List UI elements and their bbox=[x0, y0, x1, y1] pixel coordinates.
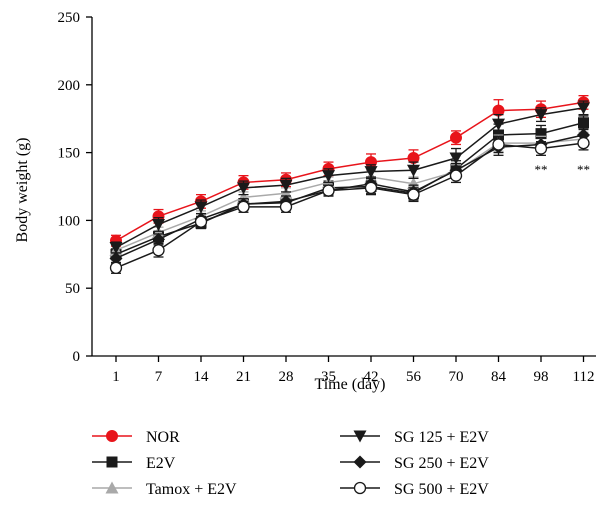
x-tick-label: 70 bbox=[449, 369, 464, 385]
data-point bbox=[578, 117, 589, 129]
legend-item: SG 250 + E2V bbox=[340, 455, 489, 472]
data-point bbox=[194, 215, 208, 228]
series-sg-250-e2v bbox=[109, 127, 590, 265]
y-tick-label: 250 bbox=[58, 10, 81, 26]
x-tick-label: 112 bbox=[573, 369, 595, 385]
x-tick-label: 56 bbox=[406, 369, 422, 385]
legend-marker bbox=[353, 430, 367, 443]
data-point bbox=[450, 131, 462, 144]
data-point bbox=[279, 200, 293, 213]
x-tick-label: 21 bbox=[236, 369, 251, 385]
y-axis-title: Body weight (g) bbox=[14, 138, 31, 243]
x-tick-label: 1 bbox=[112, 369, 120, 385]
data-point bbox=[449, 169, 463, 182]
data-point bbox=[152, 218, 165, 231]
data-point bbox=[492, 118, 505, 131]
series-sg-125-e2v bbox=[109, 100, 590, 255]
legend-item: E2V bbox=[92, 455, 176, 472]
legend: NOR E2V Tamox + E2V SG 125 + E2V SG 250 + E2… bbox=[92, 429, 489, 498]
data-point bbox=[407, 177, 420, 190]
data-point bbox=[109, 242, 123, 255]
axes: 0 50 100 150 200 250 1 7 14 21 28 35 42 56 70 84 98 112 bbox=[58, 10, 596, 385]
legend-label: SG 125 + E2V bbox=[394, 429, 489, 446]
legend-marker bbox=[353, 455, 367, 469]
data-point bbox=[449, 152, 463, 165]
y-tick-label: 50 bbox=[65, 281, 80, 297]
data-point bbox=[577, 102, 590, 115]
data-point bbox=[364, 166, 378, 179]
legend-marker bbox=[106, 456, 118, 468]
data-point bbox=[109, 261, 123, 275]
x-tick-label: 14 bbox=[194, 369, 210, 385]
legend-label: SG 250 + E2V bbox=[394, 455, 489, 472]
x-tick-label: 28 bbox=[279, 369, 294, 385]
data-point bbox=[152, 232, 165, 246]
legend-item: Tamox + E2V bbox=[92, 481, 237, 498]
data-point bbox=[535, 128, 547, 140]
x-tick-label: 84 bbox=[491, 369, 507, 385]
series-line bbox=[115, 107, 584, 249]
data-point bbox=[237, 182, 250, 195]
legend-label: E2V bbox=[146, 455, 176, 472]
x-axis-title: Time (day) bbox=[315, 376, 386, 393]
significance-marker: ** bbox=[535, 162, 548, 177]
data-point bbox=[577, 136, 590, 150]
series-line bbox=[115, 142, 584, 269]
x-tick-label: 35 bbox=[321, 369, 336, 385]
legend-item: SG 125 + E2V bbox=[340, 429, 489, 446]
data-point bbox=[364, 181, 378, 195]
x-tick-label: 98 bbox=[534, 369, 549, 385]
legend-marker bbox=[105, 481, 119, 494]
data-point bbox=[279, 179, 293, 192]
data-point bbox=[322, 184, 335, 197]
series-sg-500-e2v bbox=[109, 135, 590, 275]
legend-label: Tamox + E2V bbox=[146, 481, 237, 498]
data-point bbox=[534, 142, 548, 155]
series-layer bbox=[109, 94, 590, 275]
data-point bbox=[152, 226, 165, 239]
y-tick-label: 0 bbox=[73, 349, 81, 365]
data-point bbox=[109, 251, 123, 265]
data-point bbox=[492, 138, 505, 151]
y-tick-label: 200 bbox=[58, 78, 81, 94]
data-point bbox=[322, 170, 335, 183]
legend-label: NOR bbox=[146, 429, 180, 446]
legend-label: SG 500 + E2V bbox=[394, 481, 489, 498]
series-line bbox=[115, 138, 584, 251]
data-point bbox=[237, 190, 250, 203]
data-point bbox=[407, 188, 420, 201]
y-tick-label: 100 bbox=[58, 213, 81, 229]
y-tick-label: 150 bbox=[58, 146, 81, 162]
data-point bbox=[152, 244, 165, 257]
x-tick-label: 7 bbox=[155, 369, 163, 385]
legend-item: NOR bbox=[92, 429, 180, 446]
significance-marker: ** bbox=[577, 162, 590, 177]
annotations: ** ** bbox=[535, 162, 591, 177]
data-point bbox=[534, 109, 548, 122]
data-point bbox=[237, 200, 250, 213]
data-point bbox=[407, 164, 420, 177]
series-line bbox=[115, 101, 584, 242]
data-point bbox=[194, 201, 208, 214]
legend-marker bbox=[353, 481, 367, 495]
legend-marker bbox=[106, 430, 118, 442]
series-tamox-e2v bbox=[109, 131, 590, 257]
legend-item: SG 500 + E2V bbox=[340, 481, 489, 498]
series-line bbox=[115, 134, 584, 260]
x-tick-label: 42 bbox=[364, 369, 379, 385]
